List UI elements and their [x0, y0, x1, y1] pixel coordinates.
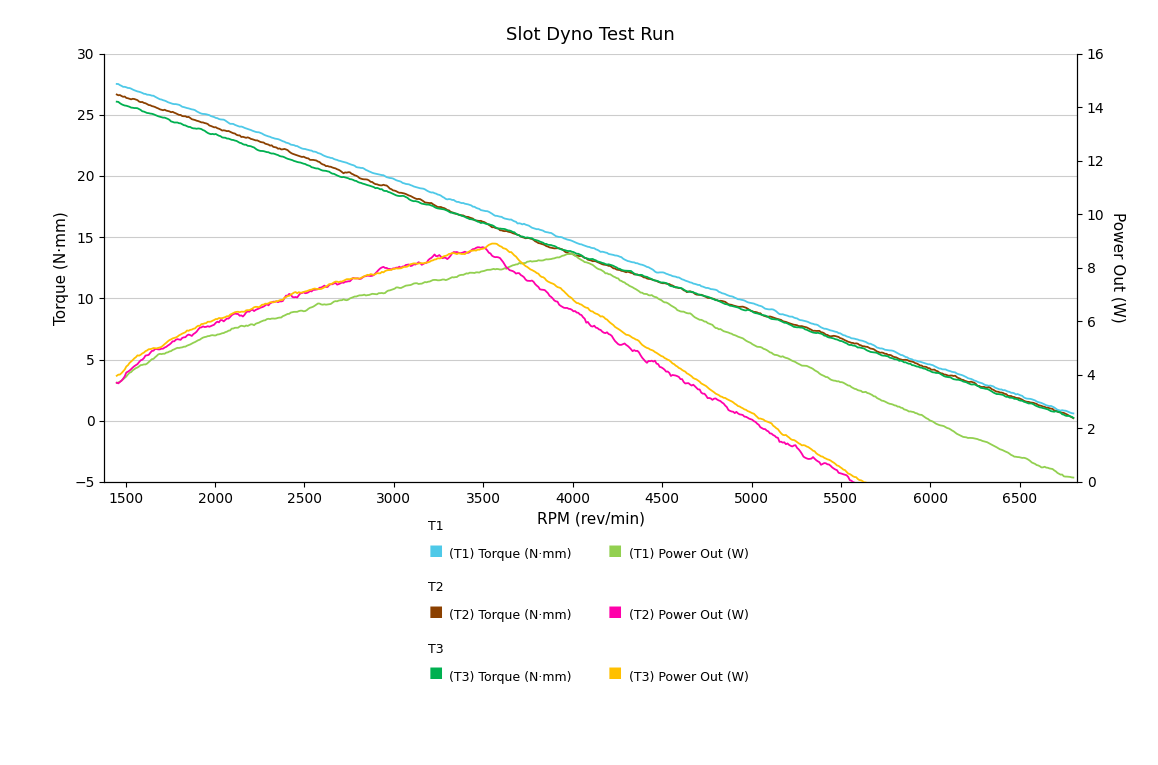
Text: (T1) Torque (N·mm): (T1) Torque (N·mm) — [449, 549, 572, 561]
Text: ■: ■ — [608, 665, 622, 680]
Y-axis label: Power Out (W): Power Out (W) — [1111, 213, 1126, 323]
Text: ■: ■ — [428, 542, 442, 558]
Text: (T1) Power Out (W): (T1) Power Out (W) — [629, 549, 749, 561]
Text: ■: ■ — [428, 604, 442, 619]
Text: T2: T2 — [428, 581, 444, 594]
Text: (T2) Power Out (W): (T2) Power Out (W) — [629, 610, 749, 622]
Text: (T2) Torque (N·mm): (T2) Torque (N·mm) — [449, 610, 572, 622]
Text: T3: T3 — [428, 643, 444, 656]
Y-axis label: Torque (N·mm): Torque (N·mm) — [53, 211, 68, 324]
Title: Slot Dyno Test Run: Slot Dyno Test Run — [506, 26, 675, 44]
Text: (T3) Power Out (W): (T3) Power Out (W) — [629, 671, 749, 683]
Text: ■: ■ — [608, 604, 622, 619]
Text: ■: ■ — [428, 665, 442, 680]
Text: (T3) Torque (N·mm): (T3) Torque (N·mm) — [449, 671, 572, 683]
Text: T1: T1 — [428, 520, 444, 533]
X-axis label: RPM (rev/min): RPM (rev/min) — [536, 511, 645, 526]
Text: ■: ■ — [608, 542, 622, 558]
